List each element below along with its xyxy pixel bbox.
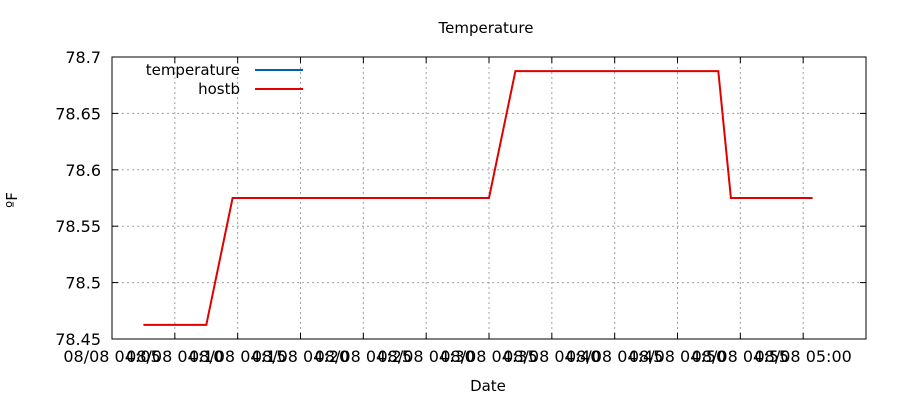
chart-title: Temperature [437,19,533,37]
x-tick-label: 08/08 04:15 [189,347,286,366]
y-axis-label: ºF [3,192,21,208]
x-tick-label: 08/08 04:20 [252,347,349,366]
x-tick-label: 08/08 04:50 [629,347,726,366]
x-tick-label: 08/08 04:35 [440,347,537,366]
y-tick-label: 78.7 [65,48,101,67]
y-tick-label: 78.45 [55,330,101,349]
plot-frame [111,56,867,340]
y-tick-label: 78.6 [65,161,101,180]
x-tick-label: 08/08 04:45 [566,347,663,366]
legend-label-hostb: hostb [198,80,240,98]
y-tick-label: 78.55 [55,217,101,236]
x-tick-label: 08/08 04:05 [63,347,160,366]
legend-label-temperature: temperature [146,61,240,79]
x-tick-label: 08/08 04:40 [503,347,600,366]
series-lines [143,70,813,326]
series-line-hostb [143,70,813,326]
x-axis-label: Date [470,377,506,395]
y-tick-label: 78.65 [55,104,101,123]
x-tick-label: 08/08 05:00 [755,347,852,366]
x-tick-label: 08/08 04:55 [692,347,789,366]
x-tick-label: 08/08 04:30 [378,347,475,366]
x-tick-label: 08/08 04:25 [315,347,412,366]
y-tick-label: 78.5 [65,274,101,293]
x-tick-label: 08/08 04:10 [126,347,223,366]
